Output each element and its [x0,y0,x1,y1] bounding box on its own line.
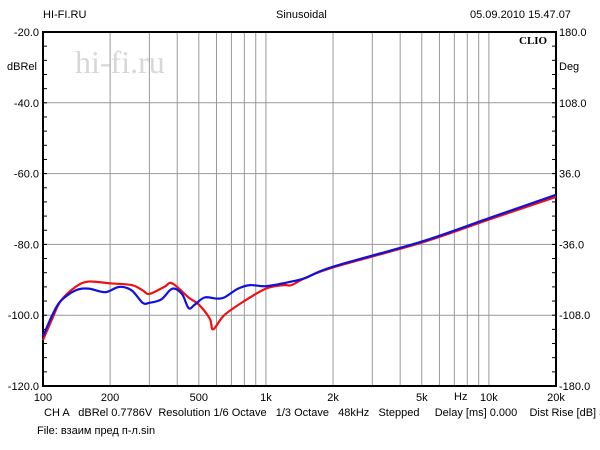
clio-brand: CLIO [519,35,548,47]
y-tick-label: -40.0 [14,98,39,110]
x-tick-label: 2k [327,392,339,404]
y2-tick-label: 36.0 [559,169,580,181]
y2-tick-label: -108.0 [559,310,590,322]
chart-title: Sinusoidal [276,9,327,21]
y-tick-label: -20.0 [14,27,39,39]
y2-axis-label: Deg [559,61,580,73]
x-tick-label: 20k [547,392,565,404]
y-tick-label: -120.0 [8,381,39,393]
footer-info: CH A dBRel 0.7786V Resolution 1/6 Octave… [44,407,600,419]
y2-tick-label: -36.0 [559,239,584,251]
y-tick-label: -60.0 [14,169,39,181]
x-tick-label: 10k [480,392,498,404]
y-axis-label: dBRel [7,61,37,73]
x-tick-label: 500 [190,392,208,404]
y-tick-label: -80.0 [14,239,39,251]
y2-tick-label: -180.0 [559,381,590,393]
footer-file: File: взаим пред п-л.sin [37,425,156,437]
x-axis-label: Hz [454,391,468,403]
plot-frame [42,31,557,387]
series-line-blue [41,193,557,337]
header-left: HI-FI.RU [43,9,87,21]
y2-tick-label: 108.0 [559,98,587,110]
x-tick-label: 1k [260,392,272,404]
y2-tick-label: 180.0 [559,27,587,39]
x-tick-label: 200 [101,392,119,404]
x-tick-label: 100 [34,392,52,404]
y-tick-label: -100.0 [8,310,39,322]
x-tick-label: 5k [416,392,428,404]
header-datetime: 05.09.2010 15.47.07 [470,9,571,21]
